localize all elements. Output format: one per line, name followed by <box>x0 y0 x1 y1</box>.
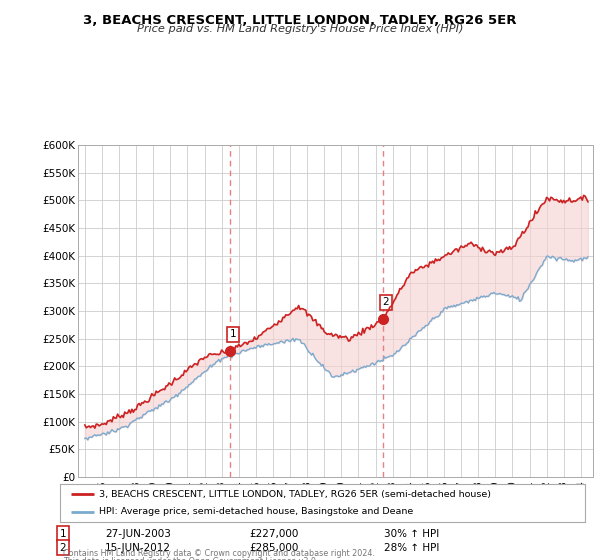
Text: Price paid vs. HM Land Registry's House Price Index (HPI): Price paid vs. HM Land Registry's House … <box>137 24 463 34</box>
Text: 1: 1 <box>229 329 236 339</box>
Text: £227,000: £227,000 <box>249 529 298 539</box>
Text: 2: 2 <box>59 543 67 553</box>
Text: This data is licensed under the Open Government Licence v3.0.: This data is licensed under the Open Gov… <box>63 557 319 560</box>
Text: 3, BEACHS CRESCENT, LITTLE LONDON, TADLEY, RG26 5ER (semi-detached house): 3, BEACHS CRESCENT, LITTLE LONDON, TADLE… <box>100 489 491 498</box>
Text: 15-JUN-2012: 15-JUN-2012 <box>105 543 171 553</box>
Text: £285,000: £285,000 <box>249 543 298 553</box>
Text: 28% ↑ HPI: 28% ↑ HPI <box>384 543 439 553</box>
Text: 1: 1 <box>59 529 67 539</box>
Text: Contains HM Land Registry data © Crown copyright and database right 2024.: Contains HM Land Registry data © Crown c… <box>63 549 375 558</box>
Text: 27-JUN-2003: 27-JUN-2003 <box>105 529 171 539</box>
Text: 3, BEACHS CRESCENT, LITTLE LONDON, TADLEY, RG26 5ER: 3, BEACHS CRESCENT, LITTLE LONDON, TADLE… <box>83 14 517 27</box>
Text: 30% ↑ HPI: 30% ↑ HPI <box>384 529 439 539</box>
Text: HPI: Average price, semi-detached house, Basingstoke and Deane: HPI: Average price, semi-detached house,… <box>100 507 413 516</box>
Text: 2: 2 <box>383 297 389 307</box>
